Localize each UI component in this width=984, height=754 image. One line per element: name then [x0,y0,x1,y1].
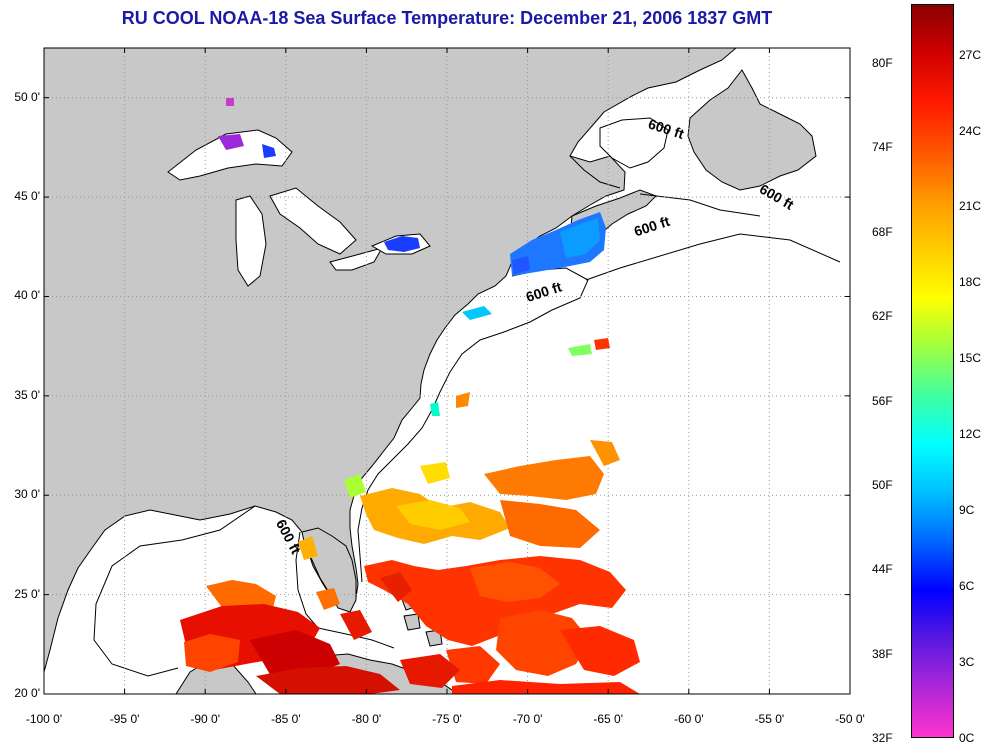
sst-gulf-stream-warm [364,556,640,684]
latitude-label: 35 0' [14,387,40,402]
celsius-label: 6C [959,579,975,594]
longitude-label: -80 0' [351,712,382,726]
latitude-label: 25 0' [14,586,40,601]
sst-caribbean-warm [400,654,640,694]
land-north-america [44,48,737,673]
celsius-label: 21C [959,199,982,214]
latitude-label: 40 0' [14,288,40,303]
longitude-label: -65 0' [593,712,624,726]
fahrenheit-label: 32F [872,731,893,745]
longitude-label: -100 0' [25,712,63,726]
longitude-label: -90 0' [190,712,221,726]
fahrenheit-label: 50F [872,477,893,492]
sst-florida-current [344,440,620,548]
fahrenheit-label: 62F [872,309,893,324]
fahrenheit-label: 56F [872,393,893,408]
longitude-label: -95 0' [109,712,140,726]
land-newfoundland [687,69,817,191]
latitude-label: 20 0' [14,686,40,700]
fahrenheit-label: 80F [872,56,893,71]
color-scale-bar [911,4,954,738]
fahrenheit-label: 74F [872,140,893,155]
longitude-label: -70 0' [512,712,543,726]
sst-mid-atlantic [430,306,610,416]
gulf-of-st-lawrence [599,117,669,169]
sst-great-lakes-cold [218,98,420,252]
latitude-label: 50 0' [14,89,40,104]
celsius-label: 0C [959,731,975,745]
celsius-label: 27C [959,47,982,62]
latitude-label: 45 0' [14,189,40,204]
axis-ticks [43,48,851,695]
celsius-label: 15C [959,351,982,366]
sst-gulf-of-maine [510,212,606,276]
celsius-label: 9C [959,503,975,518]
longitude-label: -60 0' [673,712,704,726]
latitude-label: 30 0' [14,487,40,502]
longitude-label: -55 0' [754,712,785,726]
celsius-label: 24C [959,123,982,138]
celsius-label: 12C [959,427,982,442]
longitude-label: -85 0' [270,712,301,726]
fahrenheit-label: 68F [872,224,893,239]
longitude-label: -50 0' [835,712,865,726]
celsius-label: 18C [959,275,982,290]
celsius-label: 3C [959,655,975,670]
fahrenheit-label: 44F [872,562,893,577]
sst-gulf-of-mexico-warm [180,536,400,694]
longitude-label: -75 0' [432,712,462,726]
fahrenheit-label: 38F [872,646,893,661]
map-title: RU COOL NOAA-18 Sea Surface Temperature:… [121,8,773,28]
